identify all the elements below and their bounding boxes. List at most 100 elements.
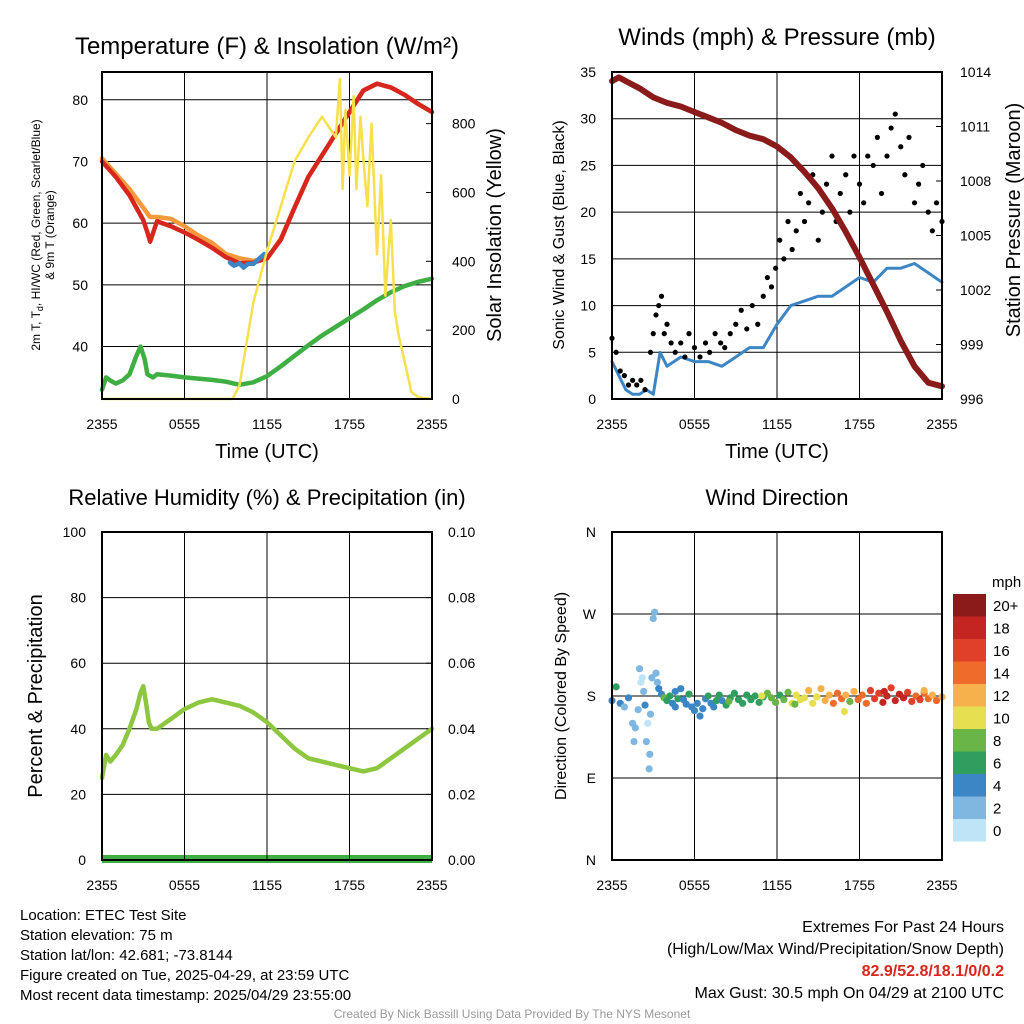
gust-point bbox=[733, 321, 739, 327]
y2-tick-label: 200 bbox=[452, 322, 476, 338]
gust-point bbox=[815, 237, 821, 243]
gust-point bbox=[777, 237, 783, 243]
direction-point bbox=[772, 698, 780, 706]
gust-point bbox=[819, 209, 825, 215]
y-axis-label: Sonic Wind & Gust (Blue, Black) bbox=[551, 120, 568, 349]
direction-point bbox=[854, 696, 862, 704]
gust-point bbox=[906, 134, 912, 140]
gust-point bbox=[847, 209, 853, 215]
gust-point bbox=[902, 172, 908, 178]
gust-point bbox=[843, 172, 849, 178]
gust-point bbox=[678, 340, 684, 346]
x-tick-label: 1755 bbox=[334, 877, 365, 893]
chart-title: Winds (mph) & Pressure (mb) bbox=[618, 24, 935, 51]
direction-point bbox=[638, 674, 646, 682]
direction-point bbox=[710, 703, 718, 711]
y-tick-label: 80 bbox=[72, 92, 88, 108]
y2-tick-label: 999 bbox=[960, 337, 984, 353]
gust-point bbox=[760, 293, 766, 299]
legend-label: 8 bbox=[993, 733, 1001, 750]
gust-point bbox=[661, 331, 667, 337]
y-tick-label: 0 bbox=[78, 852, 86, 868]
direction-point bbox=[715, 691, 723, 699]
direction-point bbox=[829, 699, 837, 707]
y-tick-label: 10 bbox=[580, 298, 596, 314]
station-latlon: Station lat/lon: 42.681; -73.8144 bbox=[20, 947, 233, 964]
legend-swatch bbox=[953, 661, 986, 684]
y2-tick-label: 400 bbox=[452, 253, 476, 269]
y2-tick-label: 0.02 bbox=[448, 786, 475, 802]
gust-point bbox=[768, 284, 775, 290]
x-tick-label: 2355 bbox=[926, 416, 957, 432]
direction-point bbox=[642, 737, 650, 746]
direction-point bbox=[712, 696, 721, 705]
direction-point bbox=[916, 696, 924, 704]
gust-point bbox=[911, 200, 918, 206]
direction-point bbox=[792, 691, 800, 699]
legend-swatch bbox=[953, 594, 986, 617]
extremes-subtitle: (High/Low/Max Wind/Precipitation/Snow De… bbox=[666, 941, 1004, 958]
gust-point bbox=[929, 228, 935, 234]
x-tick-label: 1155 bbox=[252, 416, 282, 432]
y-tick-label: 40 bbox=[72, 339, 88, 355]
y2-tick-label: 1014 bbox=[960, 64, 991, 80]
gust-point bbox=[878, 190, 885, 197]
direction-point bbox=[928, 691, 936, 699]
gust-point bbox=[801, 218, 808, 225]
legend-swatch bbox=[953, 639, 986, 662]
direction-point bbox=[682, 700, 690, 708]
legend-swatch bbox=[953, 684, 986, 707]
direction-point bbox=[641, 701, 649, 709]
direction-point bbox=[840, 707, 848, 716]
legend-label: 12 bbox=[993, 688, 1010, 705]
station-location: Location: ETEC Test Site bbox=[20, 907, 187, 924]
direction-point bbox=[624, 694, 633, 702]
y-tick-label: 25 bbox=[580, 157, 596, 173]
gust-point bbox=[837, 190, 843, 197]
y-tick-label: S bbox=[587, 688, 596, 704]
gust-point bbox=[781, 256, 787, 262]
y2-tick-label: 0.00 bbox=[448, 852, 475, 868]
legend-label: 2 bbox=[993, 801, 1001, 818]
credit-line: Created By Nick Bassill Using Data Provi… bbox=[333, 1007, 691, 1021]
x-tick-label: 2355 bbox=[926, 877, 957, 893]
gust-point bbox=[650, 331, 656, 337]
y2-axis-label: Station Pressure (Maroon) bbox=[1003, 103, 1024, 338]
gust-point bbox=[707, 349, 713, 355]
y-tick-label: 70 bbox=[72, 153, 88, 169]
max-gust: Max Gust: 30.5 mph On 04/29 at 2100 UTC bbox=[694, 985, 1005, 1002]
gust-point bbox=[884, 153, 890, 159]
x-tick-label: 2355 bbox=[86, 416, 117, 432]
gust-point bbox=[892, 111, 898, 117]
direction-point bbox=[751, 692, 759, 700]
gust-point bbox=[755, 321, 761, 327]
direction-point bbox=[866, 686, 875, 695]
gust-point bbox=[682, 354, 688, 360]
gust-point bbox=[920, 162, 926, 169]
x-axis-label: Time (UTC) bbox=[215, 441, 319, 463]
direction-point bbox=[817, 685, 825, 693]
direction-point bbox=[635, 665, 644, 673]
x-tick-label: 0555 bbox=[679, 877, 710, 893]
y-tick-label: 30 bbox=[580, 111, 596, 127]
direction-point bbox=[846, 697, 854, 706]
x-tick-label: 2355 bbox=[596, 877, 627, 893]
gust-point bbox=[656, 302, 662, 309]
y-tick-label: 20 bbox=[580, 204, 596, 220]
y-tick-label: W bbox=[583, 606, 597, 622]
gust-point bbox=[613, 349, 619, 355]
gust-point bbox=[625, 382, 632, 388]
legend-label: 4 bbox=[993, 778, 1001, 795]
recent-timestamp: Most recent data timestamp: 2025/04/29 2… bbox=[20, 987, 352, 1004]
direction-point bbox=[743, 691, 751, 699]
gust-point bbox=[727, 331, 733, 337]
gust-point bbox=[898, 144, 904, 150]
gust-point bbox=[647, 349, 654, 355]
gust-point bbox=[861, 200, 867, 206]
y2-tick-label: 0.10 bbox=[448, 524, 475, 540]
direction-point bbox=[833, 689, 842, 697]
y-tick-label: 0 bbox=[588, 391, 596, 407]
gust-point bbox=[702, 340, 709, 346]
gust-point bbox=[933, 200, 940, 206]
x-tick-label: 1155 bbox=[252, 877, 282, 893]
